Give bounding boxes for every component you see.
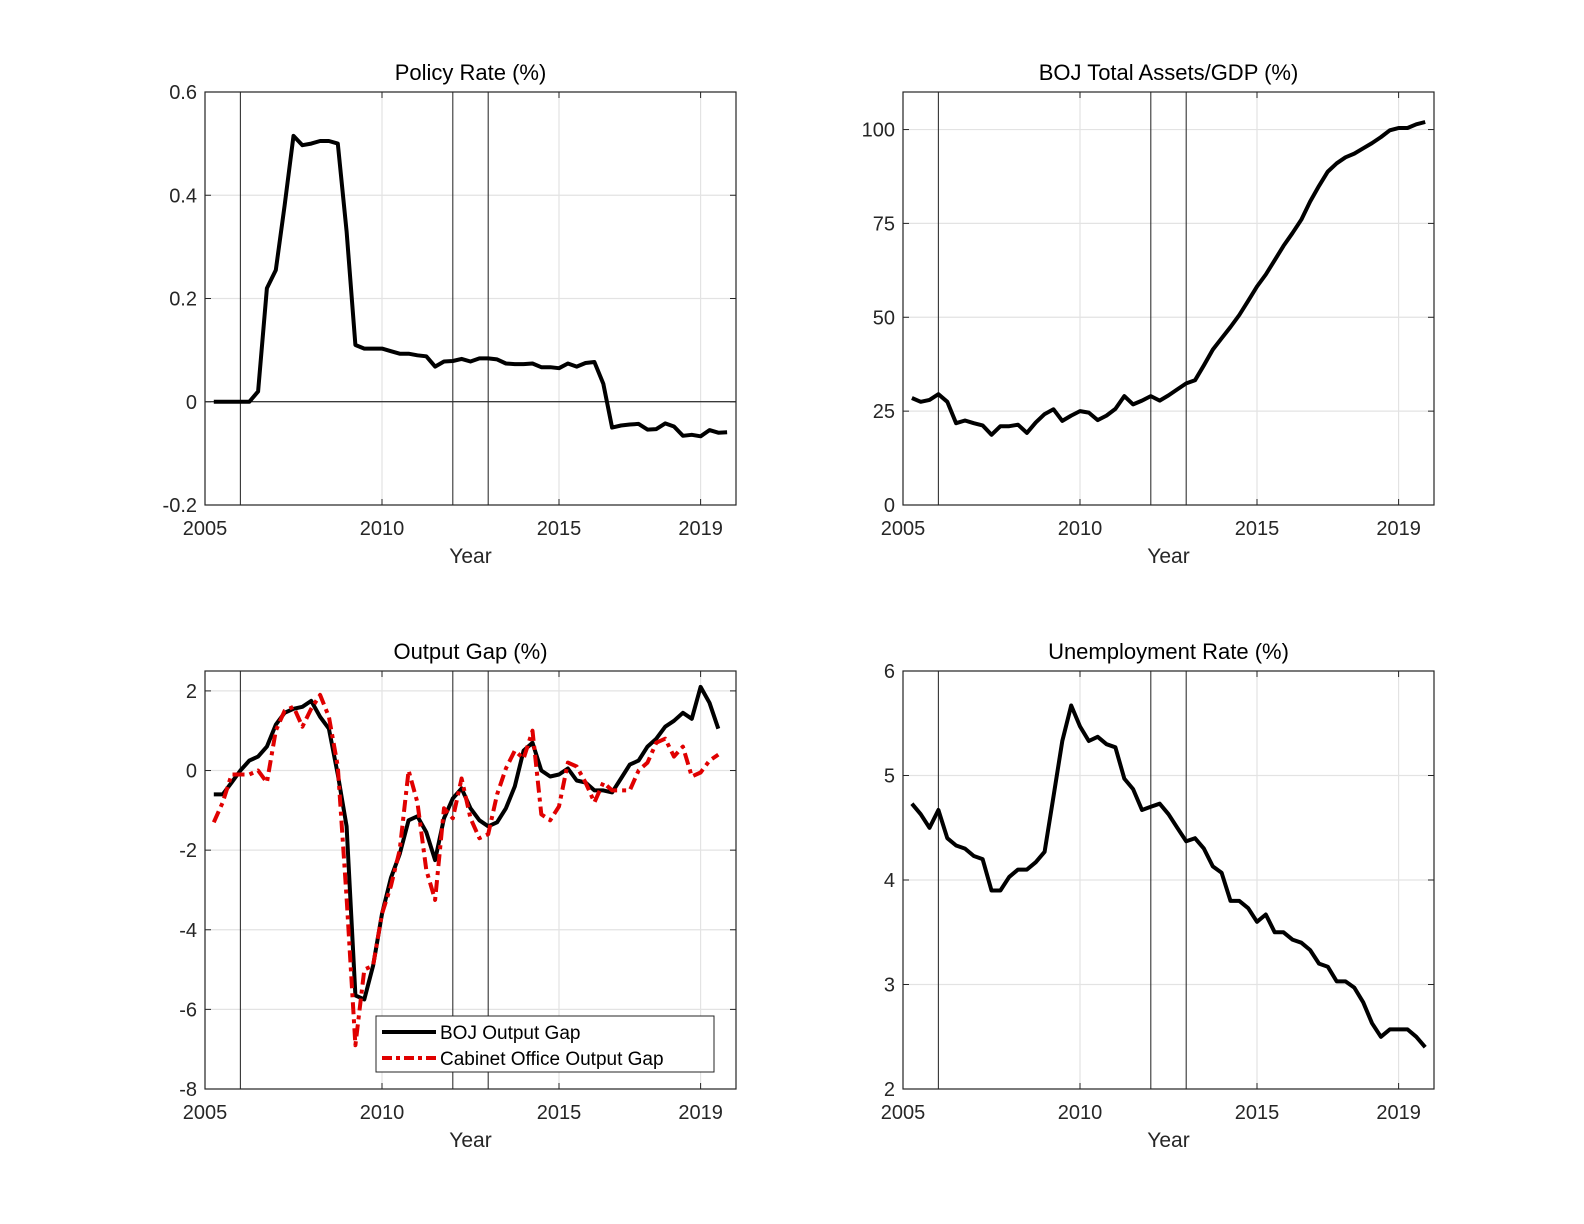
x-axis-label: Year [449, 545, 491, 568]
series-line-boj-assets-gdp-0 [911, 120, 1426, 437]
legend: BOJ Output Gap Cabinet Office Output Gap [375, 1015, 715, 1073]
panel-output-gap: 2005 2010 2015 2019 -8 -6 -4 -2 0 2 Output Gap (%)… [179, 639, 737, 1152]
x-tick-label: 2019 [1376, 1102, 1421, 1124]
series-line-output-gap-1 [211, 692, 720, 1048]
x-tick-label: 2015 [537, 1102, 582, 1124]
panel-boj-assets-gdp: 2005 2010 2015 2019 0 25 50 75 100 BOJ Total Asse… [862, 60, 1435, 568]
x-tick-label: 2010 [360, 518, 405, 540]
y-tick-label: 6 [884, 661, 895, 683]
chart-title: BOJ Total Assets/GDP (%) [1039, 60, 1299, 85]
x-axis-label: Year [1147, 545, 1189, 568]
axes-box [204, 670, 737, 1090]
legend-label: Cabinet Office Output Gap [440, 1049, 664, 1070]
y-tick-label: 2 [884, 1079, 895, 1101]
y-tick-label: 2 [186, 681, 197, 703]
y-tick-label: 3 [884, 975, 895, 997]
y-tick-label: 0.4 [169, 185, 197, 207]
series-line-unemployment-rate-0 [910, 703, 1427, 1049]
y-tick-label: -4 [179, 920, 197, 942]
legend-box [375, 1015, 715, 1073]
x-tick-label: 2019 [678, 518, 723, 540]
chart-title: Output Gap (%) [393, 639, 547, 664]
x-tick-label: 2010 [1058, 518, 1103, 540]
series-line-output-gap-0 [213, 684, 721, 1002]
x-axis-label: Year [1147, 1129, 1189, 1152]
chart-title: Policy Rate (%) [395, 60, 547, 85]
y-tick-label: -6 [179, 999, 197, 1021]
x-tick-label: 2015 [1235, 518, 1280, 540]
panel-policy-rate: 2005 2010 2015 2019 -0.2 0 0.2 0.4 0.6 Policy Rat… [163, 60, 737, 568]
y-tick-label: 0 [884, 495, 895, 517]
panel-unemployment-rate: 2005 2010 2015 2019 2 3 4 5 6 Unemployment Rate (… [881, 639, 1435, 1152]
x-tick-label: 2010 [360, 1102, 405, 1124]
x-tick-label: 2015 [1235, 1102, 1280, 1124]
legend-label: BOJ Output Gap [440, 1023, 580, 1044]
y-tick-label: 25 [873, 401, 895, 423]
x-tick-label: 2005 [183, 518, 228, 540]
x-axis-label: Year [449, 1129, 491, 1152]
y-tick-label: 5 [884, 766, 895, 788]
x-tick-label: 2019 [1376, 518, 1421, 540]
x-tick-label: 2015 [537, 518, 582, 540]
x-tick-label: 2010 [1058, 1102, 1103, 1124]
y-tick-label: 4 [884, 870, 895, 892]
x-tick-label: 2005 [881, 518, 926, 540]
axes-box [902, 91, 1435, 506]
x-tick-label: 2005 [183, 1102, 228, 1124]
y-tick-label: 0.6 [169, 82, 197, 104]
chart-title: Unemployment Rate (%) [1048, 639, 1289, 664]
y-tick-label: -8 [179, 1079, 197, 1101]
series-line-policy-rate-0 [213, 133, 728, 439]
y-tick-label: 0.2 [169, 289, 197, 311]
y-tick-label: 0 [186, 392, 197, 414]
y-tick-label: 0 [186, 761, 197, 783]
y-tick-label: 100 [862, 120, 895, 142]
y-tick-label: -2 [179, 840, 197, 862]
x-tick-label: 2005 [881, 1102, 926, 1124]
y-tick-label: -0.2 [163, 495, 197, 517]
x-tick-label: 2019 [678, 1102, 723, 1124]
y-tick-label: 50 [873, 307, 895, 329]
y-tick-label: 75 [873, 213, 895, 235]
